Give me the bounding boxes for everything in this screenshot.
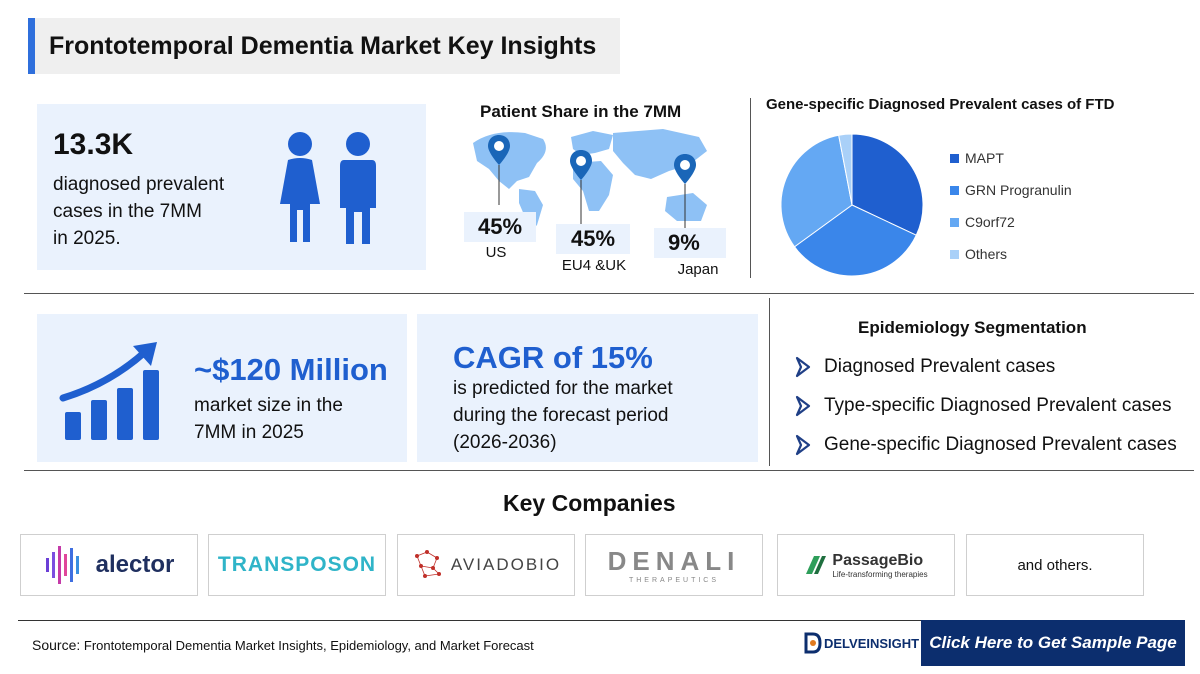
market-value: ~$120 Million <box>194 352 388 387</box>
share-value-eu: 45% <box>556 224 630 254</box>
companies-title: Key Companies <box>503 490 676 516</box>
epi-item-3-label: Gene-specific Diagnosed Prevalent cases <box>824 434 1177 455</box>
share-value-us: 45% <box>464 212 536 242</box>
cagr-value: CAGR of 15% <box>453 340 653 375</box>
legend-label-c9orf72: C9orf72 <box>965 214 1015 230</box>
chevron-right-icon <box>795 395 811 417</box>
pie-slice-mapt <box>851 133 924 236</box>
pie-slice-others <box>838 133 853 206</box>
passagebio-logo-icon <box>806 556 827 574</box>
cagr-line2: during the forecast period <box>453 405 669 426</box>
legend-item-others: Others <box>950 238 1072 270</box>
legend-item-c9orf72: C9orf72 <box>950 206 1072 238</box>
divider-top-vertical <box>750 98 751 278</box>
gene-chart-title: Gene-specific Diagnosed Prevalent cases … <box>766 96 1115 113</box>
divider-mid-vertical <box>769 298 770 466</box>
market-card: ~$120 Million market size in the 7MM in … <box>37 314 407 462</box>
denali-logo-text: DENALI <box>607 546 741 576</box>
logo-alector: alector <box>20 534 198 596</box>
us-pin-icon <box>488 135 510 205</box>
epi-item-2: Type-specific Diagnosed Prevalent cases <box>790 395 1171 417</box>
growth-chart-icon <box>59 342 159 440</box>
delveinsight-logo: DELVEINSIGHT <box>804 632 919 654</box>
footer-divider <box>18 620 1183 621</box>
cagr-line1: is predicted for the market <box>453 378 673 399</box>
divider-lower <box>24 470 1194 471</box>
share-label-japan: Japan <box>677 261 719 278</box>
japan-pin-icon <box>674 154 696 232</box>
others-text: and others. <box>1017 556 1093 574</box>
transposon-logo-text: TRANSPOSON <box>217 553 377 576</box>
page-title: Frontotemporal Dementia Market Key Insig… <box>49 31 597 60</box>
prevalence-card: 13.3K diagnosed prevalent cases in the 7… <box>37 104 426 270</box>
prevalence-value: 13.3K <box>53 128 134 161</box>
market-line2: 7MM in 2025 <box>194 422 304 443</box>
epi-item-2-label: Type-specific Diagnosed Prevalent cases <box>824 395 1172 416</box>
epi-item-1: Diagnosed Prevalent cases <box>790 356 1055 378</box>
source-text: Frontotemporal Dementia Market Insights,… <box>83 638 534 653</box>
alector-logo-text: alector <box>95 551 175 578</box>
pie-slice-grn-progranulin <box>793 204 917 277</box>
sample-page-button[interactable]: Click Here to Get Sample Page <box>921 620 1185 666</box>
share-label-eu: EU4 &UK <box>561 257 627 274</box>
epidemiology-title: Epidemiology Segmentation <box>858 318 1087 337</box>
source-label: Source: <box>32 637 81 653</box>
delveinsight-logo-text: DELVEINSIGHT <box>824 635 920 651</box>
source-citation: Source: Frontotemporal Dementia Market I… <box>32 637 534 653</box>
share-label-us: US <box>485 244 507 261</box>
market-line1: market size in the <box>194 395 343 416</box>
logo-aviadobio: AVIADOBIO <box>397 534 575 596</box>
title-bar: Frontotemporal Dementia Market Key Insig… <box>28 18 620 74</box>
delveinsight-logo-icon <box>804 632 822 654</box>
prevalence-line1: diagnosed prevalent <box>53 174 225 195</box>
people-icon <box>280 132 376 244</box>
cagr-card: CAGR of 15% is predicted for the market … <box>417 314 758 462</box>
legend-label-others: Others <box>965 246 1008 262</box>
epi-item-1-label: Diagnosed Prevalent cases <box>824 356 1056 377</box>
chevron-right-icon <box>795 434 811 456</box>
chevron-right-icon <box>795 356 811 378</box>
legend-label-mapt: MAPT <box>965 150 1004 166</box>
logo-transposon: TRANSPOSON <box>208 534 386 596</box>
logo-others: and others. <box>966 534 1144 596</box>
legend-item-mapt: MAPT <box>950 142 1072 174</box>
passagebio-logo-subtext: Life-transforming therapies <box>832 569 928 579</box>
alector-logo-icon <box>45 546 79 584</box>
prevalence-line2: cases in the 7MM <box>53 201 202 222</box>
logo-denali: DENALI THERAPEUTICS <box>585 534 763 596</box>
denali-logo-subtext: THERAPEUTICS <box>628 577 720 584</box>
aviadobio-logo-icon <box>414 550 441 578</box>
gene-pie-chart <box>780 133 924 277</box>
eu-pin-icon <box>570 150 592 238</box>
aviadobio-logo-text: AVIADOBIO <box>450 555 562 574</box>
pie-slice-c9orf72 <box>780 134 853 248</box>
gene-chart-legend: MAPT GRN Progranulin C9orf72 Others <box>950 142 1072 270</box>
legend-item-grn: GRN Progranulin <box>950 174 1072 206</box>
cagr-line3: (2026-2036) <box>453 432 557 453</box>
epi-item-3: Gene-specific Diagnosed Prevalent cases <box>790 434 1177 456</box>
patient-share-title: Patient Share in the 7MM <box>480 102 682 121</box>
logo-passagebio: PassageBio Life-transforming therapies <box>777 534 955 596</box>
legend-label-grn: GRN Progranulin <box>965 182 1072 198</box>
share-value-japan: 9% <box>654 228 726 258</box>
divider-middle <box>24 293 1194 294</box>
prevalence-line3: in 2025. <box>53 228 121 249</box>
passagebio-logo-text: PassageBio <box>832 551 924 569</box>
